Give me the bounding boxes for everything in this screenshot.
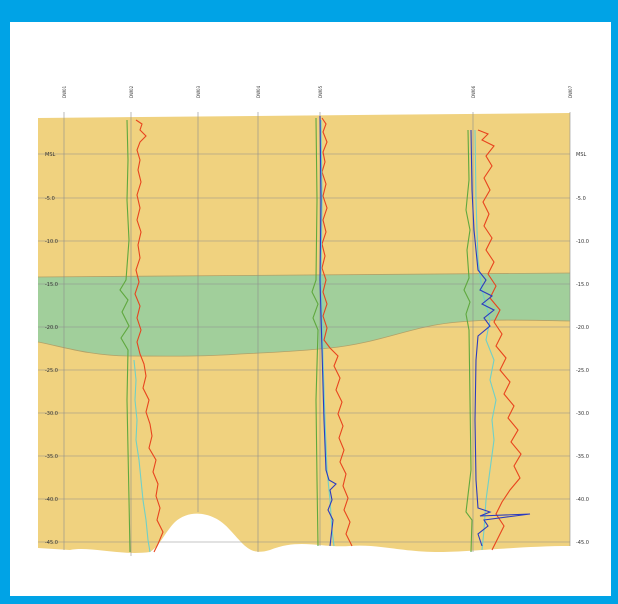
well-log-dw02 xyxy=(119,119,164,553)
elevation-tick-label: -15.0 xyxy=(576,282,589,288)
well-label: DW05 xyxy=(318,85,323,98)
elevation-tick-label: -45.0 xyxy=(576,540,589,546)
elevation-tick-label: -10.0 xyxy=(45,239,58,245)
resistivity-log-trace xyxy=(474,129,497,551)
well-label: DW02 xyxy=(129,85,134,98)
well-labels: DW01 DW02 DW03 DW04 DW05 DW06 DW07 xyxy=(62,85,573,98)
sp-log-trace xyxy=(119,119,131,553)
elevation-tick-label: -5.0 xyxy=(576,196,586,202)
gamma-log-trace xyxy=(134,119,164,553)
resistivity-log-trace xyxy=(320,119,335,547)
elevation-tick-label: MSL xyxy=(45,152,55,158)
well-label: DW06 xyxy=(471,85,476,98)
sp-log-trace xyxy=(463,129,473,553)
porosity-log-trace xyxy=(319,115,337,547)
well-label: DW07 xyxy=(568,85,573,98)
elevation-tick-label: -5.0 xyxy=(45,196,55,202)
elevation-tick-label: -30.0 xyxy=(576,411,589,417)
elevation-tick-label: -25.0 xyxy=(576,368,589,374)
clay-layer xyxy=(38,273,570,357)
well-label: DW03 xyxy=(196,85,201,98)
elevation-tick-label: -15.0 xyxy=(45,282,58,288)
well-label: DW04 xyxy=(256,85,261,98)
elevation-tick-label: -40.0 xyxy=(576,497,589,503)
resistivity-log-trace xyxy=(133,359,151,553)
well-log-dw06 xyxy=(463,129,531,553)
porosity-log-trace xyxy=(470,129,531,547)
elevation-tick-label: MSL xyxy=(576,152,586,158)
elevation-tick-label: -35.0 xyxy=(576,454,589,460)
gamma-log-trace xyxy=(321,117,353,547)
right-elevation-axis: MSL -5.0 -10.0 -15.0 -20.0 -25.0 -30.0 -… xyxy=(576,152,589,546)
clay-base-boundary xyxy=(37,319,571,357)
elevation-tick-label: -45.0 xyxy=(45,540,58,546)
elevation-tick-label: -40.0 xyxy=(45,497,58,503)
elevation-tick-label: -20.0 xyxy=(45,325,58,331)
elevation-tick-label: -30.0 xyxy=(45,411,58,417)
elevation-gridlines xyxy=(38,153,570,543)
elevation-tick-label: -25.0 xyxy=(45,368,58,374)
well-lines xyxy=(63,112,571,556)
sp-log-trace xyxy=(311,117,319,547)
well-log-dw05 xyxy=(311,115,353,547)
elevation-tick-label: -20.0 xyxy=(576,325,589,331)
gamma-log-trace xyxy=(477,129,522,551)
left-elevation-axis: MSL -5.0 -10.0 -15.0 -20.0 -25.0 -30.0 -… xyxy=(45,152,58,546)
well-label: DW01 xyxy=(62,85,67,98)
elevation-tick-label: -10.0 xyxy=(576,239,589,245)
elevation-tick-label: -35.0 xyxy=(45,454,58,460)
